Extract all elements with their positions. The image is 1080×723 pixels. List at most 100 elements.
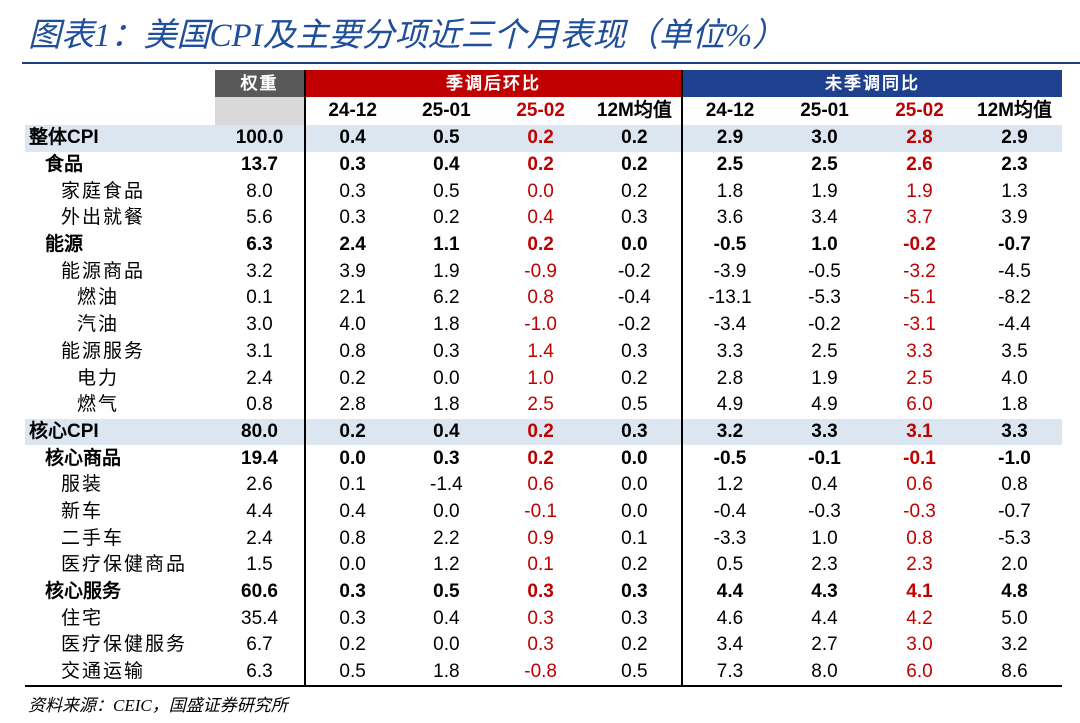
value-cell: 0.6 bbox=[906, 474, 933, 496]
value-cell: 0.2 bbox=[527, 420, 554, 442]
value-cell: -0.3 bbox=[903, 500, 936, 522]
weight-header: 权重 bbox=[215, 70, 305, 97]
value-cell: 2.7 bbox=[811, 634, 838, 656]
value-cell: 0.5 bbox=[587, 658, 682, 688]
value-cell: 3.2 bbox=[1001, 634, 1028, 656]
value-cell: 1.3 bbox=[1001, 180, 1028, 202]
value-cell: 0.2 bbox=[621, 127, 648, 149]
value-cell: 4.4 bbox=[811, 607, 838, 629]
value-cell: -0.2 bbox=[618, 260, 651, 282]
value-cell: 2.4 bbox=[303, 231, 400, 259]
value-cell: 3.0 bbox=[811, 127, 838, 149]
value-cell: 0.5 bbox=[433, 180, 460, 202]
value-cell: 0.3 bbox=[621, 207, 648, 229]
value-cell: 1.8 bbox=[399, 658, 494, 688]
data-row: 核心服务 60.6 0.3 0.5 0.3 0.3 4.4 4.3 4.1 4.8 bbox=[25, 578, 1062, 606]
group-header: 季调后环比 bbox=[304, 70, 682, 97]
value-cell: 1.9 bbox=[811, 180, 838, 202]
value-cell: 3.9 bbox=[1001, 207, 1028, 229]
value-cell: 1.8 bbox=[433, 314, 460, 336]
value-cell: 0.4 bbox=[433, 154, 460, 176]
value-cell: -0.5 bbox=[681, 445, 777, 472]
value-cell: 1.2 bbox=[681, 471, 777, 499]
value-cell: -3.4 bbox=[681, 311, 777, 339]
value-cell: 0.2 bbox=[621, 367, 648, 389]
value-cell: 0.4 bbox=[303, 498, 400, 526]
data-row: 汽油 3.0 4.0 1.8 -1.0 -0.2 -3.4 -0.2 -3.1 -4.4 bbox=[25, 311, 1062, 339]
value-cell: -1.0 bbox=[524, 314, 557, 336]
data-row: 核心商品 19.4 0.0 0.3 0.2 0.0 -0.5 -0.1 -0.1 -1.0 bbox=[25, 445, 1062, 472]
value-cell: 4.4 bbox=[681, 578, 777, 606]
row-label: 新车 bbox=[61, 500, 104, 522]
value-cell: 3.0 bbox=[906, 634, 933, 656]
value-cell: 2.3 bbox=[1001, 154, 1028, 176]
value-cell: 0.4 bbox=[433, 420, 460, 442]
weight-cell: 0.8 bbox=[246, 394, 273, 416]
value-cell: 0.9 bbox=[527, 527, 554, 549]
value-cell: 1.0 bbox=[811, 527, 838, 549]
value-cell: -0.2 bbox=[618, 314, 651, 336]
value-cell: 0.1 bbox=[527, 554, 554, 576]
value-cell: 2.5 bbox=[811, 340, 838, 362]
data-row: 家庭食品 8.0 0.3 0.5 0.0 0.2 1.8 1.9 1.9 1.3 bbox=[25, 178, 1062, 206]
value-cell: 0.0 bbox=[527, 180, 554, 202]
value-cell: 2.5 bbox=[681, 151, 777, 179]
data-row: 服装 2.6 0.1 -1.4 0.6 0.0 1.2 0.4 0.6 0.8 bbox=[25, 471, 1062, 499]
value-cell: 3.7 bbox=[906, 207, 933, 229]
value-cell: 0.5 bbox=[681, 552, 777, 579]
value-cell: -0.7 bbox=[998, 500, 1031, 522]
value-cell: 0.8 bbox=[527, 287, 554, 309]
blank-cell bbox=[215, 97, 305, 125]
value-cell: 4.9 bbox=[681, 391, 777, 419]
data-row: 医疗保健商品 1.5 0.0 1.2 0.1 0.2 0.5 2.3 2.3 2.0 bbox=[25, 552, 1062, 579]
period-header: 25-01 bbox=[800, 100, 849, 121]
value-cell: 0.2 bbox=[621, 554, 648, 576]
data-row: 住宅 35.4 0.3 0.4 0.3 0.3 4.6 4.4 4.2 5.0 bbox=[25, 605, 1062, 633]
row-label: 核心服务 bbox=[45, 581, 122, 603]
weight-cell: 19.4 bbox=[241, 447, 278, 469]
weight-cell: 60.6 bbox=[241, 581, 278, 603]
value-cell: -5.3 bbox=[808, 287, 841, 309]
data-row: 新车 4.4 0.4 0.0 -0.1 0.0 -0.4 -0.3 -0.3 -0.7 bbox=[25, 498, 1062, 526]
value-cell: 3.3 bbox=[681, 338, 777, 366]
value-cell: 3.5 bbox=[1001, 340, 1028, 362]
value-cell: 0.0 bbox=[621, 500, 648, 522]
value-cell: -0.5 bbox=[808, 260, 841, 282]
weight-cell: 6.7 bbox=[246, 634, 273, 656]
value-cell: 4.0 bbox=[1001, 367, 1028, 389]
value-cell: 2.5 bbox=[906, 367, 933, 389]
value-cell: 0.1 bbox=[303, 471, 400, 499]
value-cell: 1.8 bbox=[681, 178, 777, 206]
value-cell: 4.0 bbox=[303, 311, 400, 339]
value-cell: 0.4 bbox=[527, 207, 554, 229]
value-cell: 0.3 bbox=[303, 605, 400, 633]
row-label: 医疗保健商品 bbox=[61, 554, 188, 576]
value-cell: 2.3 bbox=[811, 554, 838, 576]
value-cell: -1.4 bbox=[430, 474, 463, 496]
value-cell: 0.2 bbox=[303, 365, 400, 392]
value-cell: 0.2 bbox=[527, 234, 554, 256]
value-cell: 7.3 bbox=[681, 658, 777, 688]
value-cell: -0.1 bbox=[808, 447, 841, 469]
value-cell: 1.9 bbox=[906, 180, 933, 202]
weight-cell: 3.0 bbox=[246, 314, 273, 336]
weight-cell: 100.0 bbox=[235, 127, 284, 149]
value-cell: -0.1 bbox=[903, 447, 936, 469]
value-cell: 0.4 bbox=[811, 474, 838, 496]
value-cell: 0.3 bbox=[527, 634, 554, 656]
value-cell: 0.0 bbox=[433, 500, 460, 522]
value-cell: 3.3 bbox=[811, 420, 838, 442]
period-header: 12M均值 bbox=[596, 100, 672, 121]
value-cell: 1.8 bbox=[1001, 394, 1028, 416]
value-cell: 2.2 bbox=[433, 527, 460, 549]
value-cell: 0.0 bbox=[433, 367, 460, 389]
weight-cell: 2.6 bbox=[246, 474, 273, 496]
value-cell: 2.9 bbox=[1001, 127, 1028, 149]
value-cell: 2.8 bbox=[303, 391, 400, 419]
value-cell: 0.0 bbox=[621, 474, 648, 496]
value-cell: 2.6 bbox=[906, 154, 933, 176]
value-cell: 1.0 bbox=[811, 234, 838, 256]
value-cell: -13.1 bbox=[681, 285, 777, 312]
data-row: 燃气 0.8 2.8 1.8 2.5 0.5 4.9 4.9 6.0 1.8 bbox=[25, 391, 1062, 419]
data-row: 交通运输 6.3 0.5 1.8 -0.8 0.5 7.3 8.0 6.0 8.6 bbox=[25, 658, 1062, 688]
